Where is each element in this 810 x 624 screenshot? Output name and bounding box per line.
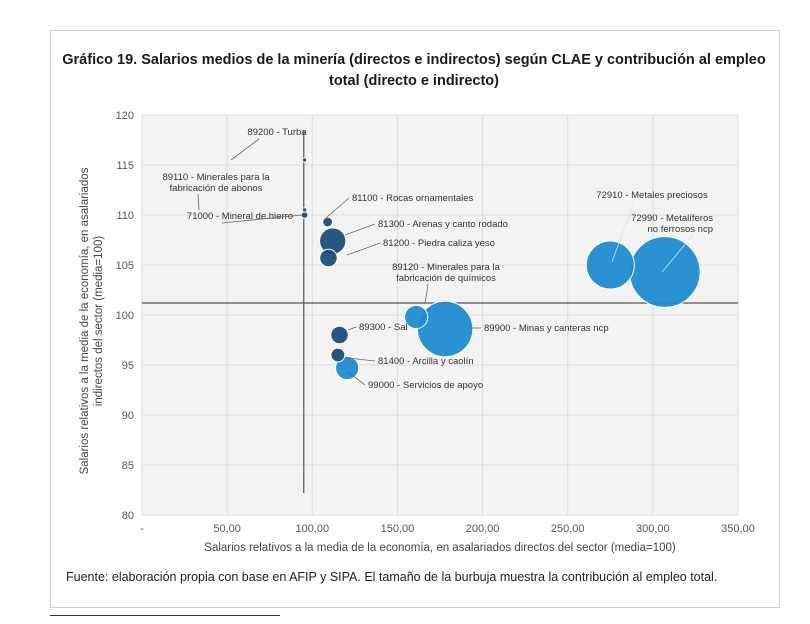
annotation-label: 81100 - Rocas ornamentales [352, 193, 474, 204]
annotation-81300-arenas-y-canto-rodado: 81300 - Arenas y canto rodado [344, 219, 508, 236]
bubble-99000-servicios-de-apoyo [335, 355, 360, 381]
annotation-99000-servicios-de-apoyo: 99000 - Servicios de apoyo [347, 371, 483, 391]
annotation-label: 89200 - Turba [247, 127, 307, 138]
annotation-label: 89120 - Minerales para la fabricación de … [392, 262, 500, 284]
bubble-89200-turba [301, 157, 308, 163]
annotation-label: 89900 - Minas y canteras ncp [484, 323, 609, 334]
chart-title: Gráfico 19. Salarios medios de la minerí… [62, 52, 766, 89]
x-tick-label: - [140, 523, 144, 535]
annotation-89120-minerales-para-la-fabricacion-de-quimicos: 89120 - Minerales para la fabricación de … [392, 262, 501, 305]
bubble-72990-metaliferos-no-ferrosos-ncp [628, 236, 701, 308]
annotation-leader [347, 326, 357, 331]
annotation-leader [347, 357, 376, 362]
annotation-81200-piedra-caliza-yeso: 81200 - Piedra caliza yeso [346, 238, 495, 256]
x-tick-label: 300,00 [636, 523, 670, 535]
x-tick-label: 250,00 [551, 523, 585, 535]
annotation-leader [325, 197, 350, 219]
annotation-leader [347, 371, 366, 386]
annotation-89200-turba: 89200 - Turba [230, 127, 307, 161]
annotation-89110-minerales-para-la-fabricacion-de-abonos: 89110 - Minerales para la fabricación de … [162, 172, 270, 211]
annotation-81100-rocas-ornamentales: 81100 - Rocas ornamentales [325, 193, 474, 219]
annotation-label: 71000 - Mineral de hierro [187, 211, 293, 222]
y-tick-label: 90 [122, 410, 134, 422]
annotation-89900-minas-y-canteras-ncp: 89900 - Minas y canteras ncp [470, 323, 609, 334]
annotation-label: 81400 - Arcilla y caolín [378, 356, 474, 367]
bubble-89300-sal [330, 325, 349, 345]
annotation-label: 72990 - Metalíferos no ferrosos ncp [631, 213, 713, 235]
y-tick-label: 105 [116, 260, 134, 272]
annotation-leader [661, 234, 694, 273]
annotation-leader [424, 283, 429, 305]
bubble-89120-minerales-para-la-fabricacion-de-quimicos [404, 304, 429, 330]
annotation-89300-sal: 89300 - Sal [347, 322, 408, 333]
annotation-leader [221, 214, 303, 224]
x-tick-label: 200,00 [466, 523, 500, 535]
x-tick-label: 150,00 [381, 523, 415, 535]
x-axis-title: Salarios relativos a la media de la econ… [204, 542, 676, 554]
annotation-label: 72910 - Metales preciosos [596, 190, 708, 201]
y-tick-label: 95 [122, 360, 134, 372]
y-tick-label: 100 [116, 310, 134, 322]
annotation-81400-arcilla-y-caolin: 81400 - Arcilla y caolín [347, 356, 474, 367]
annotation-label: 81200 - Piedra caliza yeso [383, 238, 495, 249]
annotation-71000-mineral-de-hierro: 71000 - Mineral de hierro [187, 211, 303, 224]
y-tick-label: 120 [116, 110, 134, 122]
annotation-leader [346, 242, 381, 256]
y-tick-label: 85 [122, 460, 134, 472]
annotation-leader [344, 223, 376, 236]
annotation-label: 99000 - Servicios de apoyo [368, 380, 483, 391]
annotation-leader [611, 201, 635, 263]
x-tick-label: 50,00 [213, 523, 241, 535]
bubble-72910-metales-preciosos [585, 240, 635, 290]
annotation-leader [197, 193, 200, 211]
x-tick-label: 100,00 [295, 523, 329, 535]
annotation-label: 89300 - Sal [359, 322, 408, 333]
y-tick-label: 110 [116, 210, 134, 222]
bubble-81400-arcilla-y-caolin [330, 347, 346, 363]
y-axis-title: Salarios relativos a la media de la econ… [79, 167, 105, 474]
annotation-72990-metaliferos-no-ferrosos-ncp: 72990 - Metalíferos no ferrosos ncp [631, 213, 713, 273]
bubble-81200-piedra-caliza-yeso [319, 248, 338, 268]
annotation-label: 81300 - Arenas y canto rodado [378, 219, 508, 230]
annotation-72910-metales-preciosos: 72910 - Metales preciosos [596, 190, 708, 263]
y-tick-label: 115 [116, 160, 134, 172]
bubble-89110-minerales-para-la-fabricacion-de-abonos [301, 207, 308, 213]
y-tick-label: 80 [122, 510, 134, 522]
bubble-81100-rocas-ornamentales [322, 216, 334, 228]
chart-footer: Fuente: elaboración propia con base en A… [66, 570, 718, 584]
annotation-label: 89110 - Minerales para la fabricación de … [162, 172, 270, 194]
x-tick-label: 350,00 [721, 523, 755, 535]
footnote-rule [50, 615, 280, 616]
annotation-leader [230, 138, 260, 161]
